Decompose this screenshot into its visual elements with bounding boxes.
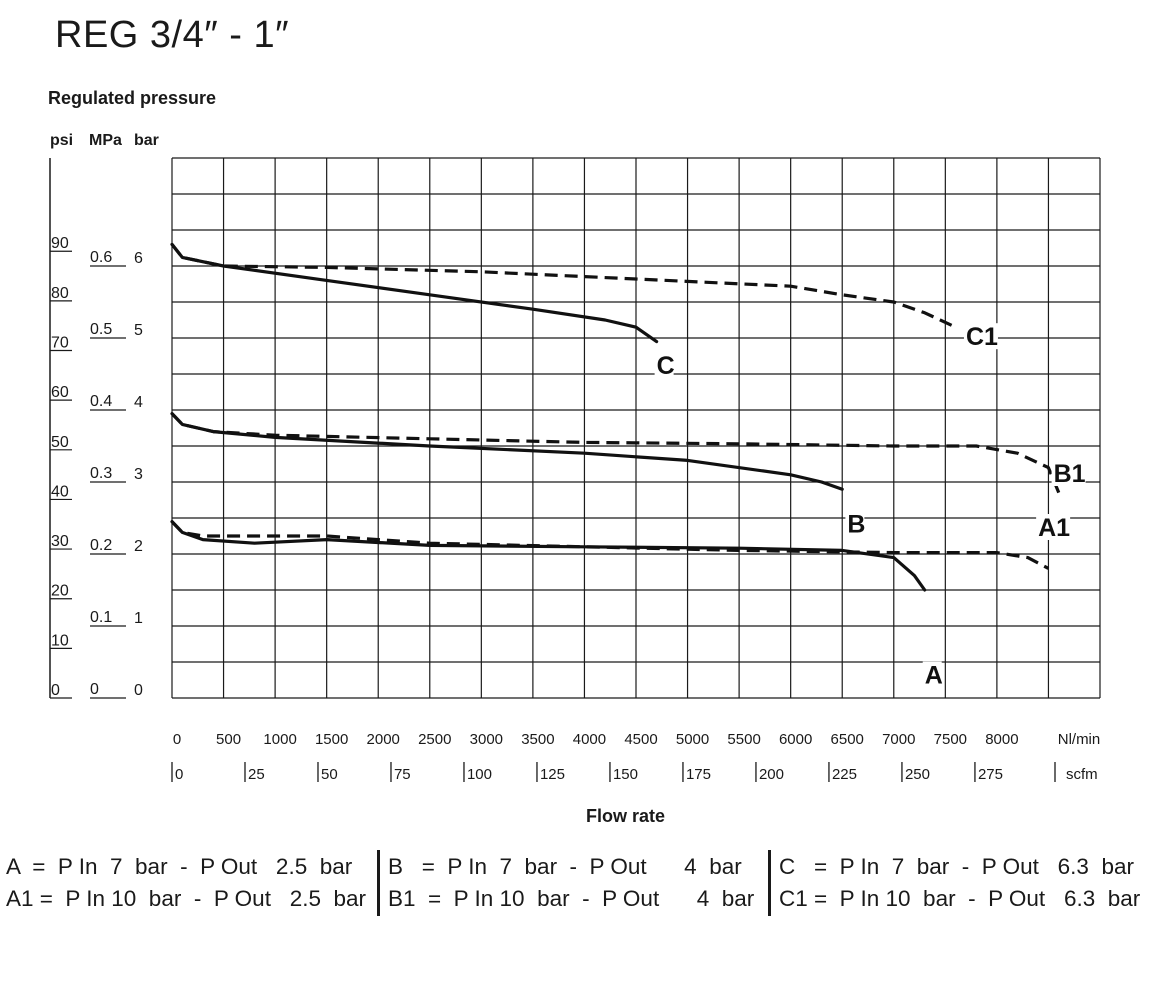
series-line-a1 [170, 520, 1050, 570]
series-label-bg [963, 323, 998, 350]
x-tick-label-scfm: 150 [613, 766, 638, 783]
legend: A = P In 7 bar - P Out 2.5 bar A1 = P In… [0, 848, 1159, 919]
mpa-tick-label: 0.2 [90, 537, 112, 554]
x-tick-label-nlmin: 3000 [470, 731, 503, 748]
legend-group-b: B = P In 7 bar - P Out 4 bar B1 = P In 1… [382, 848, 754, 919]
legend-entry-c1: C1 = P In 10 bar - P Out 6.3 bar [779, 886, 1141, 911]
bar-tick-label: 5 [134, 322, 143, 339]
x-tick-label-nlmin: 4500 [624, 731, 657, 748]
unit-mpa: MPa [89, 132, 122, 149]
x-tick-label-scfm: 275 [978, 766, 1003, 783]
mpa-tick-label: 0.5 [90, 321, 112, 338]
mpa-tick-label: 0.1 [90, 609, 112, 626]
series-line-b [170, 412, 844, 491]
unit-bar: bar [134, 132, 159, 149]
series-label-a: A [925, 662, 943, 690]
x-tick-label-scfm: 250 [905, 766, 930, 783]
bar-tick-label: 0 [134, 682, 143, 699]
regulator-flow-chart: 010203040506070809000.10.20.30.40.50.601… [49, 157, 1101, 783]
legend-entry-b1: B1 = P In 10 bar - P Out 4 bar [388, 886, 755, 911]
mpa-tick-label: 0.3 [90, 465, 112, 482]
legend-group-a: A = P In 7 bar - P Out 2.5 bar A1 = P In… [0, 848, 366, 919]
chart-title: REG 3/4″ - 1″ [55, 14, 290, 56]
series-label-c: C [657, 352, 675, 380]
series-label-bg [845, 510, 865, 537]
x-tick-label-nlmin: 7000 [882, 731, 915, 748]
x-tick-label-nlmin: 2000 [367, 731, 400, 748]
bar-tick-label: 1 [134, 610, 143, 627]
series-line-c1 [170, 243, 957, 329]
legend-group-c: C = P In 7 bar - P Out 6.3 bar C1 = P In… [773, 848, 1140, 919]
x-tick-label-scfm: 125 [540, 766, 565, 783]
psi-tick-label: 70 [51, 335, 69, 352]
series-label-bg [654, 352, 674, 378]
series-label-bg [1036, 514, 1071, 540]
series-label-c1: C1 [966, 323, 998, 351]
x-tick-label-nlmin: 0 [173, 731, 181, 748]
x-tick-label-scfm: 25 [248, 766, 265, 783]
x-unit-nlmin: Nl/min [1058, 731, 1101, 748]
bar-tick-label: 2 [134, 538, 143, 555]
x-tick-label-nlmin: 500 [216, 731, 241, 748]
psi-tick-label: 10 [51, 632, 69, 649]
x-tick-label-nlmin: 6500 [831, 731, 864, 748]
legend-entry-a: A = P In 7 bar - P Out 2.5 bar [6, 854, 353, 879]
psi-tick-label: 50 [51, 434, 69, 451]
mpa-tick-label: 0.4 [90, 393, 112, 410]
x-tick-label-nlmin: 5000 [676, 731, 709, 748]
x-tick-label-nlmin: 5500 [727, 731, 760, 748]
series-label-a1: A1 [1038, 514, 1070, 542]
x-tick-label-scfm: 100 [467, 766, 492, 783]
series-label-bg [922, 661, 942, 688]
unit-psi: psi [50, 132, 74, 149]
legend-divider [768, 850, 771, 916]
legend-divider [377, 850, 380, 916]
y-axis-title: Regulated pressure [48, 88, 217, 108]
psi-tick-label: 90 [51, 235, 69, 252]
legend-entry-b: B = P In 7 bar - P Out 4 bar [388, 854, 742, 879]
legend-entry-a1: A1 = P In 10 bar - P Out 2.5 bar [6, 886, 366, 911]
series-label-b1: B1 [1054, 460, 1086, 488]
series-label-bg [1051, 460, 1086, 486]
x-tick-label-nlmin: 7500 [934, 731, 967, 748]
x-tick-label-scfm: 175 [686, 766, 711, 783]
mpa-tick-label: 0 [90, 681, 99, 698]
x-tick-label-scfm: 0 [175, 766, 183, 783]
bar-tick-label: 4 [134, 394, 143, 411]
x-tick-label-scfm: 75 [394, 766, 411, 783]
x-axis-title: Flow rate [586, 806, 666, 826]
psi-tick-label: 40 [51, 483, 69, 500]
bar-tick-label: 6 [134, 250, 143, 267]
x-tick-label-scfm: 200 [759, 766, 784, 783]
x-tick-label-scfm: 50 [321, 766, 338, 783]
psi-tick-label: 30 [51, 533, 69, 550]
series-line-b1 [170, 412, 1061, 494]
psi-tick-label: 60 [51, 384, 69, 401]
legend-entry-c: C = P In 7 bar - P Out 6.3 bar [779, 854, 1134, 879]
psi-tick-label: 20 [51, 583, 69, 600]
x-unit-scfm: scfm [1066, 766, 1098, 783]
psi-tick-label: 0 [51, 682, 60, 699]
bar-tick-label: 3 [134, 466, 143, 483]
psi-tick-label: 80 [51, 285, 69, 302]
x-tick-label-scfm: 225 [832, 766, 857, 783]
series-label-b: B [847, 510, 865, 538]
x-tick-label-nlmin: 6000 [779, 731, 812, 748]
x-tick-label-nlmin: 1500 [315, 731, 348, 748]
series-line-a [170, 520, 927, 592]
mpa-tick-label: 0.6 [90, 249, 112, 266]
x-tick-label-nlmin: 8000 [985, 731, 1018, 748]
x-tick-label-nlmin: 3500 [521, 731, 554, 748]
x-tick-label-nlmin: 1000 [263, 731, 296, 748]
x-tick-label-nlmin: 4000 [573, 731, 606, 748]
x-tick-label-nlmin: 2500 [418, 731, 451, 748]
